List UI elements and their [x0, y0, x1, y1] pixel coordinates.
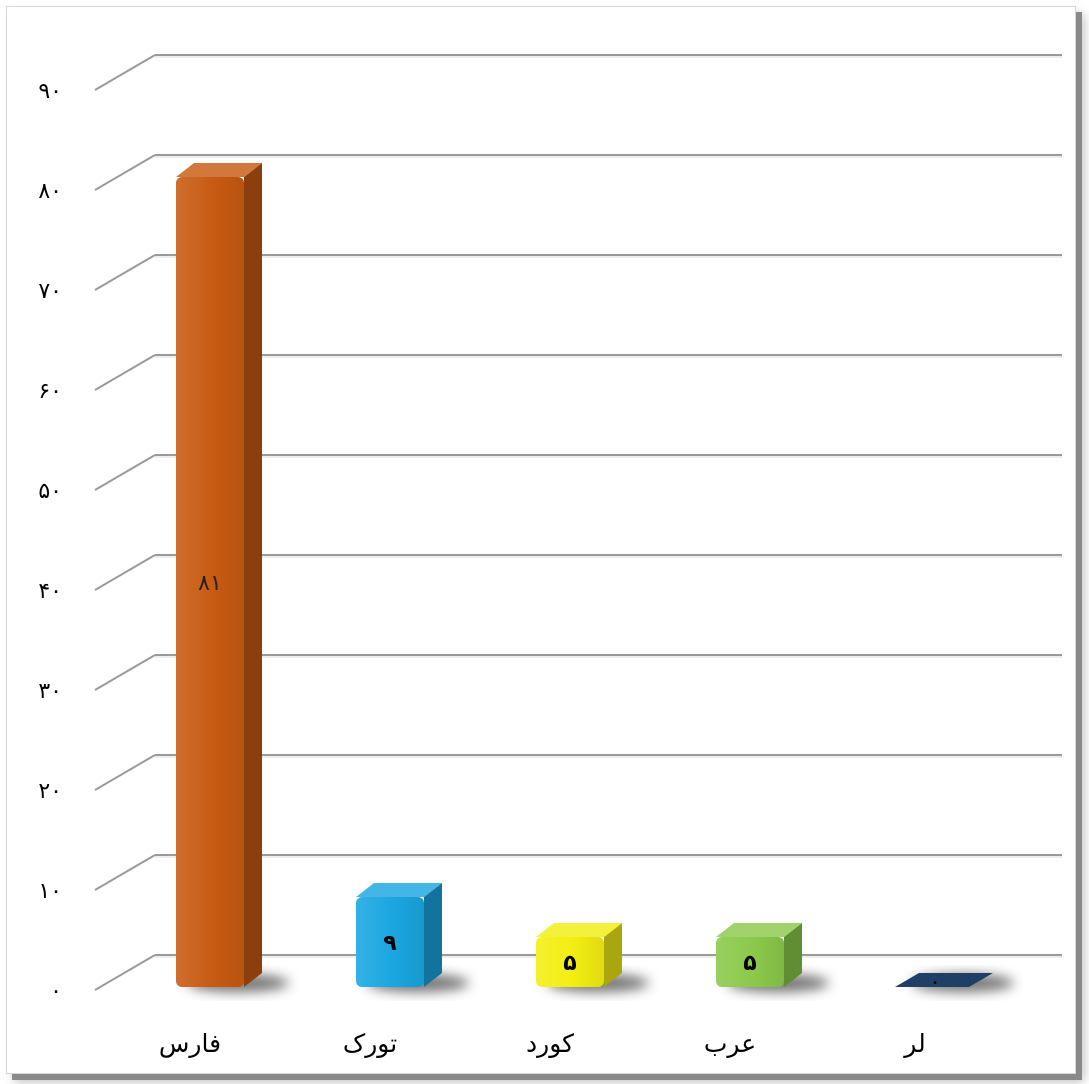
y-tick-label: ٨٠ [38, 179, 62, 204]
data-label: ٩ [383, 931, 396, 956]
x-category-label: لر [902, 1029, 925, 1058]
y-tick-label: ۴٠ [38, 579, 62, 604]
y-tick-label: ٢٠ [38, 779, 62, 804]
data-labels: ٨١ ٩ ۵ ۵ ٠ [198, 571, 941, 995]
y-tick-label: ۶٠ [38, 379, 62, 404]
gridline [94, 154, 1062, 191]
bars [176, 163, 993, 987]
y-tick-label: ۵٠ [38, 479, 62, 504]
gridline [94, 254, 1062, 291]
data-label: ٠ [929, 970, 941, 995]
x-category-label: تورک [343, 1029, 397, 1058]
bar [356, 883, 442, 987]
bar [716, 923, 802, 987]
y-tick-label: ٧٠ [38, 279, 62, 304]
grid-layer [94, 54, 1062, 991]
bar [176, 163, 262, 987]
data-label: ۵ [743, 951, 756, 976]
gridline [94, 654, 1062, 691]
x-category-label: فارس [159, 1029, 221, 1058]
data-label: ٨١ [198, 571, 222, 596]
y-tick-label: ٠ [50, 979, 62, 1004]
y-tick-label: ١٠ [38, 879, 62, 904]
gridline [94, 554, 1062, 591]
bar [895, 973, 993, 987]
data-label: ۵ [563, 951, 576, 976]
gridline [94, 454, 1062, 491]
bar [536, 923, 622, 987]
y-axis-ticks: ٠ ١٠ ٢٠ ٣٠ ۴٠ ۵٠ ۶٠ ٧٠ ٨٠ ٩٠ [38, 79, 62, 1004]
gridline [94, 754, 1062, 791]
x-category-label: کورد [526, 1029, 574, 1058]
gridline [94, 354, 1062, 391]
x-category-label: عرب [704, 1029, 756, 1058]
gridline [94, 54, 1062, 91]
gridline [94, 854, 1062, 891]
y-tick-label: ٣٠ [38, 679, 62, 704]
x-axis-categories: فارس تورک کورد عرب لر [159, 1029, 926, 1058]
y-tick-label: ٩٠ [38, 79, 62, 104]
